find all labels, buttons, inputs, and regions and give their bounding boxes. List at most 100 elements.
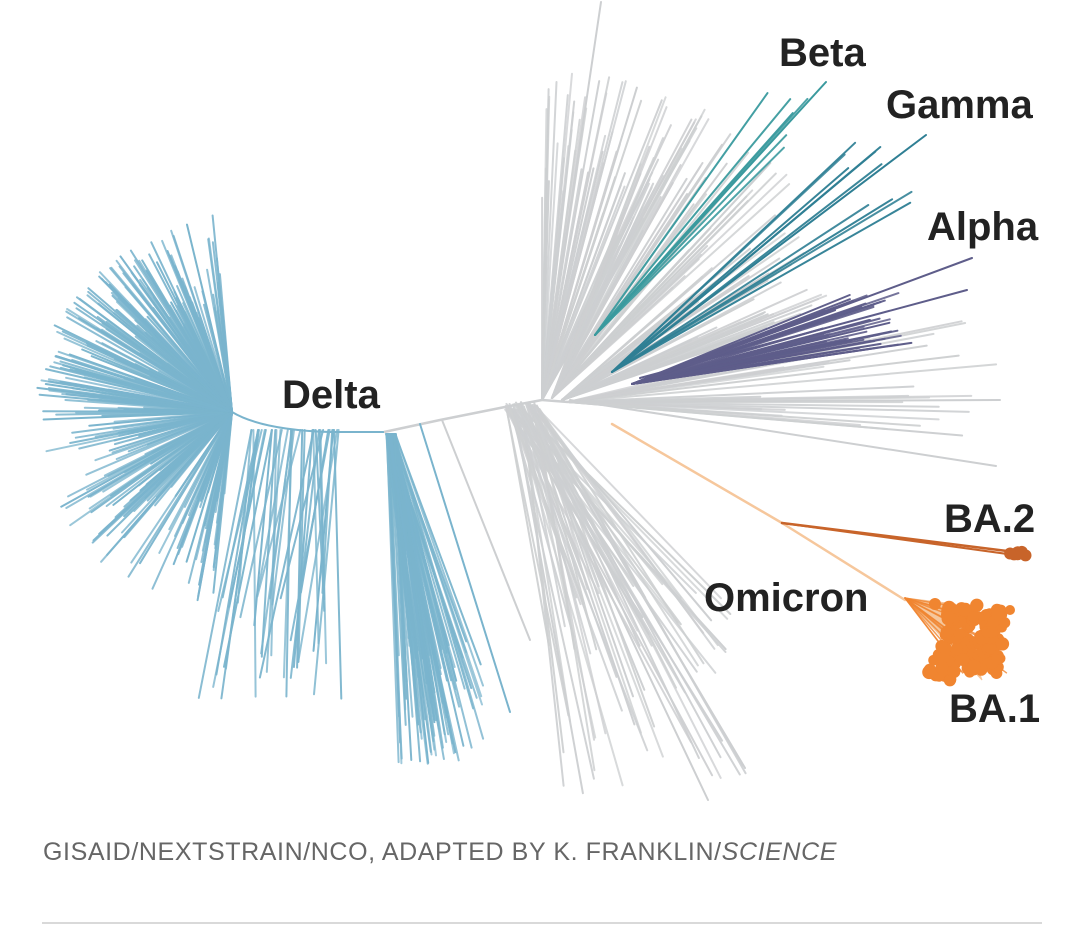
delta-branch bbox=[214, 411, 233, 550]
other-branch bbox=[531, 406, 598, 651]
delta-branch bbox=[385, 433, 429, 765]
alpha-branch bbox=[631, 341, 913, 385]
other-branch bbox=[551, 177, 688, 399]
delta-branch bbox=[63, 337, 233, 413]
delta-branch bbox=[74, 383, 233, 413]
ba1-tip bbox=[956, 653, 970, 667]
other-branch bbox=[541, 80, 601, 401]
other-branch bbox=[551, 196, 662, 399]
other-branch bbox=[569, 399, 1001, 403]
ba1-tip bbox=[985, 644, 996, 655]
other-branch bbox=[561, 214, 776, 401]
delta-branch bbox=[199, 411, 233, 502]
delta-backbone bbox=[231, 411, 384, 433]
delta-branch bbox=[193, 286, 233, 413]
delta-branch bbox=[260, 429, 294, 655]
delta-branch bbox=[131, 411, 233, 433]
ba1-tip bbox=[991, 606, 1005, 621]
ba1-tip bbox=[947, 665, 961, 679]
other-branch bbox=[538, 408, 705, 665]
other-branch bbox=[529, 405, 746, 769]
ba1-tip bbox=[958, 603, 972, 617]
ba1-label: BA.1 bbox=[949, 687, 1040, 731]
delta-branch bbox=[393, 433, 455, 755]
alpha-branch bbox=[639, 289, 968, 379]
delta-branch bbox=[95, 327, 233, 413]
gamma-branch bbox=[611, 134, 927, 373]
ba1-tip bbox=[995, 637, 1010, 651]
ba2-tip bbox=[1015, 545, 1028, 558]
alpha-branch bbox=[631, 329, 899, 385]
delta-branch bbox=[253, 429, 273, 627]
ba1-tip bbox=[941, 611, 956, 626]
other-branch bbox=[541, 150, 618, 401]
other-branch bbox=[535, 404, 647, 599]
delta-branch bbox=[85, 411, 233, 476]
gamma-branch bbox=[611, 153, 846, 373]
other-branch bbox=[561, 339, 693, 401]
other-branch bbox=[551, 143, 723, 399]
delta-branch bbox=[170, 411, 233, 488]
delta-branch bbox=[71, 411, 233, 434]
ba1-tip bbox=[1005, 605, 1015, 615]
ba1-tip bbox=[922, 665, 937, 680]
credit-publication: SCIENCE bbox=[721, 838, 838, 866]
divider bbox=[42, 922, 1042, 924]
delta-branch bbox=[258, 429, 315, 679]
ba1-tip bbox=[999, 617, 1011, 629]
other-branch bbox=[541, 190, 565, 401]
ba1-tip bbox=[967, 610, 980, 623]
beta-branch bbox=[594, 146, 785, 336]
ba1-tip bbox=[953, 628, 965, 640]
delta-branch bbox=[385, 433, 403, 760]
delta-branch bbox=[145, 269, 233, 413]
beta-branch bbox=[594, 98, 792, 336]
beta-branch bbox=[594, 92, 769, 336]
other-branch bbox=[551, 243, 627, 399]
other-branch bbox=[561, 281, 782, 401]
delta-branch bbox=[176, 411, 233, 549]
delta-branch bbox=[419, 423, 511, 713]
delta-branch bbox=[98, 275, 233, 413]
delta-branch bbox=[392, 433, 483, 698]
delta-branch bbox=[87, 290, 233, 413]
other-branch bbox=[551, 275, 686, 399]
other-branch bbox=[569, 399, 997, 467]
delta-branch bbox=[76, 296, 233, 413]
other-branch bbox=[513, 409, 650, 635]
delta-branch bbox=[127, 411, 233, 453]
other-branch bbox=[534, 404, 722, 600]
other-branch bbox=[567, 401, 921, 427]
other-branch bbox=[567, 401, 786, 411]
delta-branch bbox=[228, 429, 267, 608]
delta-branch bbox=[103, 411, 233, 477]
other-branch bbox=[512, 407, 649, 752]
clade-labels: Delta Beta Gamma Alpha BA.2 Omicron BA.1 bbox=[282, 31, 1040, 731]
delta-branch bbox=[387, 433, 436, 724]
omicron-label: Omicron bbox=[704, 576, 868, 620]
other-branch bbox=[505, 405, 693, 744]
other-branch bbox=[506, 410, 550, 647]
other-branch bbox=[551, 157, 655, 399]
delta-branch bbox=[239, 429, 283, 619]
other-branch bbox=[561, 313, 802, 401]
delta-branch bbox=[109, 267, 233, 413]
delta-label: Delta bbox=[282, 373, 381, 417]
other-branch bbox=[531, 406, 634, 698]
delta-branch bbox=[257, 429, 289, 592]
other-branch bbox=[520, 402, 565, 754]
ba1-tip bbox=[991, 654, 1003, 665]
delta-branch bbox=[71, 359, 233, 413]
other-branch bbox=[561, 313, 769, 401]
gamma-branch bbox=[611, 167, 850, 373]
delta-branch bbox=[282, 429, 294, 679]
other-branch bbox=[513, 410, 584, 795]
other-branch bbox=[541, 95, 551, 401]
gamma-branch bbox=[611, 201, 912, 373]
other-branch bbox=[541, 81, 558, 401]
ba1-tip bbox=[950, 643, 963, 656]
credit-text: GISAID/NEXTSTRAIN/NCO, ADAPTED BY K. FRA… bbox=[43, 838, 722, 866]
ba1-tip bbox=[986, 626, 998, 638]
phylogenetic-tree: Delta Beta Gamma Alpha BA.2 Omicron BA.1 bbox=[36, 1, 1040, 801]
delta-branch bbox=[42, 411, 233, 421]
